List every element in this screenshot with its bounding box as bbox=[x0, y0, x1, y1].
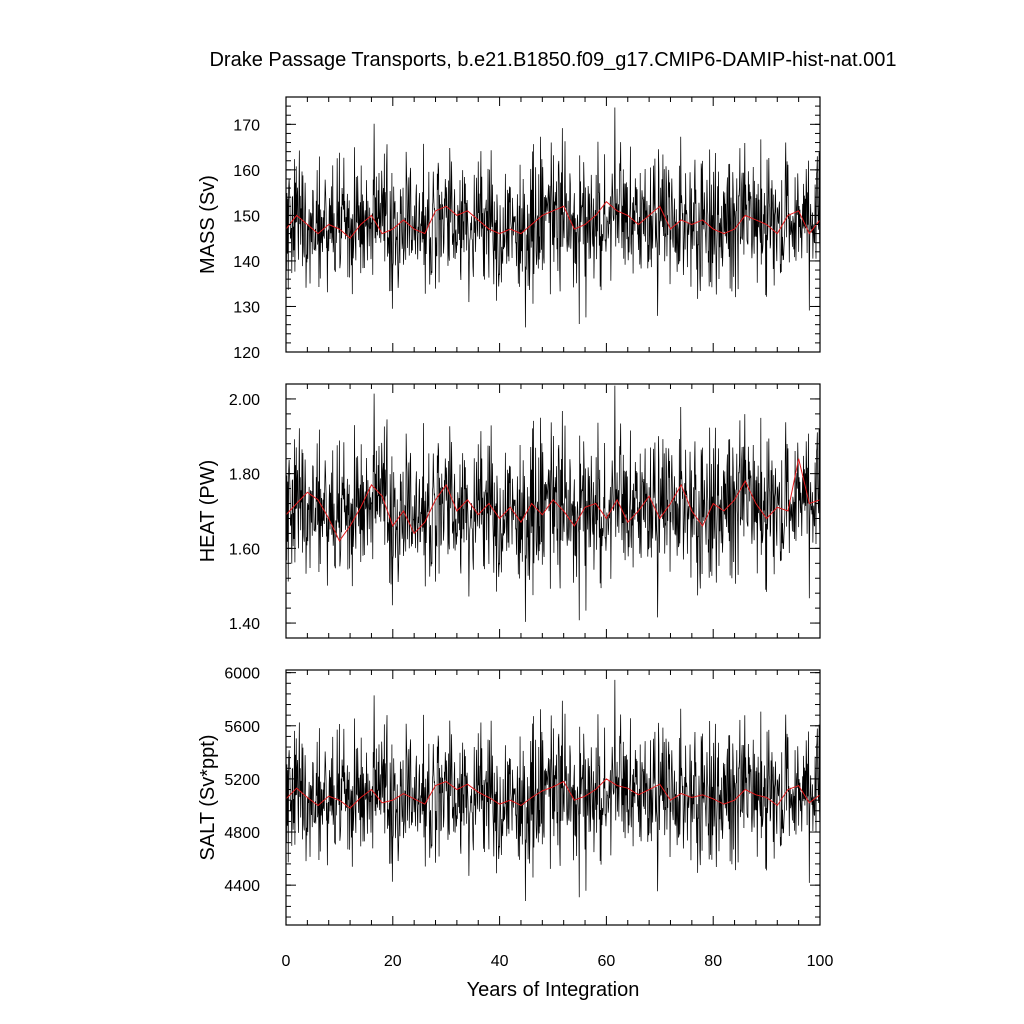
y-tick-label: 4800 bbox=[224, 825, 260, 842]
y-tick-label: 130 bbox=[233, 299, 260, 316]
y-tick-label: 1.40 bbox=[229, 616, 260, 633]
smoothed-series-line bbox=[285, 201, 821, 239]
raw-series-line bbox=[285, 679, 821, 902]
y-tick-label: 5600 bbox=[224, 719, 260, 736]
panel-2: 1.40 1.60 1.80 2.00 HEAT (PW) bbox=[197, 383, 821, 639]
plot-frame bbox=[285, 669, 821, 926]
raw-series-line bbox=[285, 385, 821, 622]
y-tick-label: 4400 bbox=[224, 878, 260, 895]
y-tick-label: 140 bbox=[233, 254, 260, 271]
y-axis-label: MASS (Sv) bbox=[197, 175, 219, 274]
x-axis-label: Years of Integration bbox=[467, 979, 640, 1001]
x-tick-label: 0 bbox=[282, 953, 291, 970]
panel-3: 4400 4800 5200 5600 6000 SALT (Sv*ppt) bbox=[197, 666, 821, 926]
plot-frame bbox=[285, 383, 821, 639]
y-tick-label: 1.80 bbox=[229, 467, 260, 484]
y-axis-label: HEAT (PW) bbox=[197, 460, 219, 563]
y-tick-label: 170 bbox=[233, 117, 260, 134]
panel-1: 120 130 140 150 160 170 MASS (Sv) bbox=[197, 96, 821, 362]
y-tick-label: 5200 bbox=[224, 772, 260, 789]
x-tick-labels: 0 20 40 60 80 100 bbox=[282, 953, 834, 970]
smoothed-series-line bbox=[285, 778, 821, 809]
x-tick-label: 60 bbox=[598, 953, 616, 970]
y-tick-label: 6000 bbox=[224, 666, 260, 683]
x-tick-label: 20 bbox=[384, 953, 402, 970]
x-tick-label: 40 bbox=[491, 953, 509, 970]
y-tick-label: 1.60 bbox=[229, 541, 260, 558]
y-tick-label: 120 bbox=[233, 345, 260, 362]
raw-series-line bbox=[285, 107, 821, 328]
smoothed-series-line bbox=[285, 458, 821, 542]
y-tick-label: 2.00 bbox=[229, 392, 260, 409]
y-tick-label: 160 bbox=[233, 163, 260, 180]
panel-group: 120 130 140 150 160 170 MASS (Sv) 1.40 1.60 1.80 2… bbox=[197, 96, 821, 926]
x-tick-label: 80 bbox=[704, 953, 722, 970]
x-tick-label: 100 bbox=[807, 953, 834, 970]
y-axis-label: SALT (Sv*ppt) bbox=[197, 735, 219, 861]
chart-title: Drake Passage Transports, b.e21.B1850.f0… bbox=[209, 49, 896, 71]
y-tick-label: 150 bbox=[233, 208, 260, 225]
